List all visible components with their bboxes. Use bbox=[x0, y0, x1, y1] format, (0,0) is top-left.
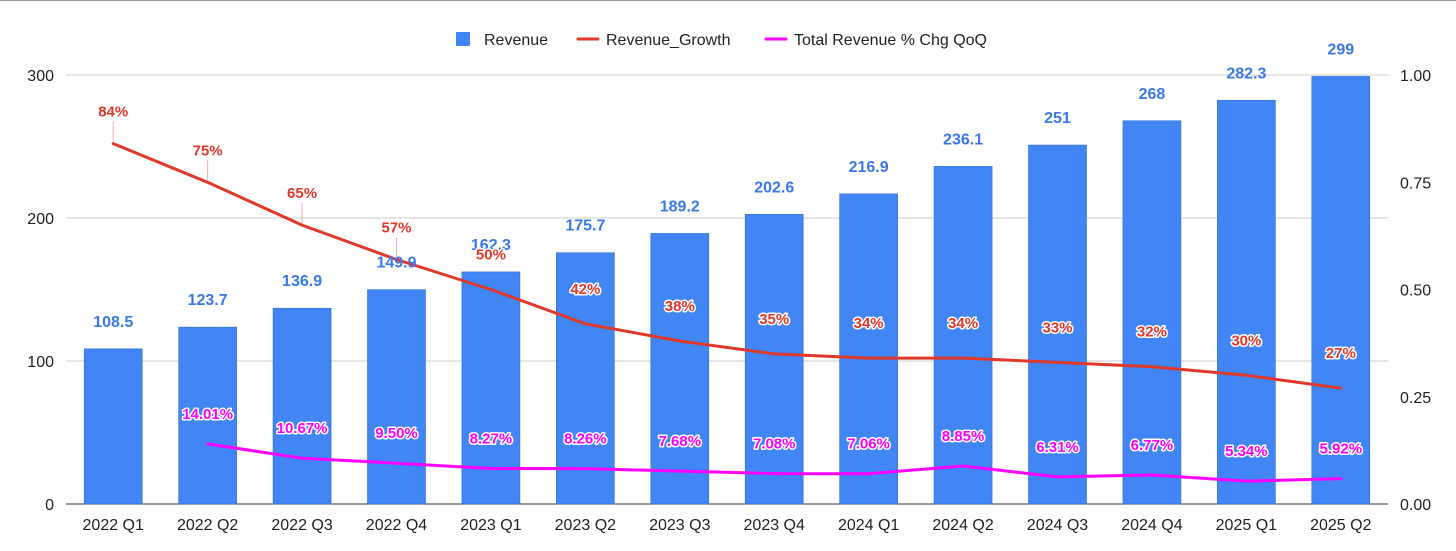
growth-data-label: 42% bbox=[570, 281, 600, 298]
revenue-data-label: 175.7 bbox=[565, 218, 605, 235]
qoq-data-label: 10.67% bbox=[277, 420, 328, 437]
growth-data-label: 30% bbox=[1231, 332, 1261, 349]
x-tick-label: 2024 Q4 bbox=[1121, 517, 1182, 534]
revenue-data-label: 251 bbox=[1044, 110, 1071, 127]
legend-label[interactable]: Revenue_Growth bbox=[606, 32, 731, 49]
x-tick-label: 2022 Q3 bbox=[271, 517, 332, 534]
revenue-data-label: 136.9 bbox=[282, 273, 322, 290]
revenue-data-label: 189.2 bbox=[660, 198, 700, 215]
revenue-bar[interactable] bbox=[83, 348, 143, 505]
qoq-data-label: 5.34% bbox=[1225, 443, 1268, 460]
x-tick-label: 2025 Q2 bbox=[1310, 517, 1371, 534]
revenue-data-label: 236.1 bbox=[943, 131, 983, 148]
qoq-data-label: 6.77% bbox=[1131, 437, 1174, 454]
growth-data-label: 34% bbox=[854, 315, 884, 332]
qoq-data-label: 7.06% bbox=[847, 436, 890, 453]
growth-data-label: 38% bbox=[665, 298, 695, 315]
revenue-bar[interactable] bbox=[1311, 76, 1371, 505]
revenue-bar[interactable] bbox=[1122, 120, 1182, 505]
revenue-data-label: 108.5 bbox=[93, 314, 133, 331]
growth-data-label: 50% bbox=[476, 247, 506, 264]
legend-swatch-revenue bbox=[456, 32, 470, 46]
growth-data-label: 57% bbox=[381, 219, 411, 236]
revenue-bar[interactable] bbox=[933, 166, 993, 505]
y-right-tick-label: 0.75 bbox=[1400, 175, 1431, 192]
growth-data-label: 75% bbox=[193, 142, 223, 159]
x-tick-label: 2023 Q2 bbox=[555, 517, 616, 534]
qoq-data-label: 7.68% bbox=[659, 433, 702, 450]
qoq-data-label: 9.50% bbox=[375, 425, 418, 442]
revenue-data-label: 162.3 bbox=[471, 237, 511, 254]
qoq-change-line bbox=[206, 442, 1343, 483]
qoq-data-label: 7.08% bbox=[753, 436, 796, 453]
growth-data-label: 32% bbox=[1137, 324, 1167, 341]
revenue-bar[interactable] bbox=[744, 213, 804, 505]
growth-data-label: 34% bbox=[948, 315, 978, 332]
qoq-data-label: 8.85% bbox=[942, 428, 985, 445]
y-right-tick-label: 0.25 bbox=[1400, 390, 1431, 407]
y-left-tick-label: 0 bbox=[45, 497, 54, 514]
qoq-data-label: 8.27% bbox=[470, 431, 513, 448]
revenue-bar[interactable] bbox=[556, 252, 615, 505]
x-tick-label: 2024 Q1 bbox=[838, 517, 899, 534]
x-tick-label: 2024 Q3 bbox=[1027, 517, 1088, 534]
y-right-tick-label: 0.50 bbox=[1400, 283, 1431, 300]
revenue-data-label: 282.3 bbox=[1226, 65, 1266, 82]
x-tick-label: 2023 Q4 bbox=[744, 517, 805, 534]
x-tick-label: 2023 Q3 bbox=[649, 517, 710, 534]
x-tick-label: 2022 Q4 bbox=[366, 517, 427, 534]
y-left-tick-label: 300 bbox=[27, 68, 54, 85]
x-tick-label: 2022 Q1 bbox=[83, 517, 144, 534]
legend-label[interactable]: Revenue bbox=[484, 32, 548, 49]
revenue-bar[interactable] bbox=[367, 289, 426, 505]
revenue-bar[interactable] bbox=[650, 233, 710, 505]
growth-data-label: 27% bbox=[1326, 345, 1356, 362]
x-tick-label: 2024 Q2 bbox=[932, 517, 993, 534]
legend-label[interactable]: Total Revenue % Chg QoQ bbox=[794, 32, 987, 49]
qoq-data-label: 5.92% bbox=[1320, 441, 1363, 458]
revenue-data-label: 202.6 bbox=[754, 179, 794, 196]
revenue-bar[interactable] bbox=[272, 307, 332, 505]
qoq-data-label: 8.26% bbox=[564, 431, 607, 448]
revenue-data-label: 299 bbox=[1327, 41, 1354, 58]
revenue-growth-line bbox=[111, 142, 1343, 390]
y-left-tick-label: 100 bbox=[27, 354, 54, 371]
revenue-bar[interactable] bbox=[1217, 100, 1276, 505]
revenue-bar[interactable] bbox=[461, 271, 521, 505]
y-right-tick-label: 1.00 bbox=[1400, 68, 1431, 85]
revenue-bar[interactable] bbox=[839, 193, 898, 505]
growth-data-label: 84% bbox=[98, 104, 128, 121]
x-tick-label: 2023 Q1 bbox=[460, 517, 521, 534]
growth-data-label: 35% bbox=[759, 311, 789, 328]
growth-data-label: 65% bbox=[287, 185, 317, 202]
revenue-bar[interactable] bbox=[1028, 144, 1087, 505]
y-left-tick-label: 200 bbox=[27, 211, 54, 228]
revenue-data-label: 123.7 bbox=[188, 292, 228, 309]
revenue-data-label: 149.9 bbox=[376, 255, 416, 272]
qoq-data-label: 14.01% bbox=[182, 406, 233, 423]
revenue-data-label: 268 bbox=[1139, 86, 1166, 103]
qoq-data-label: 6.31% bbox=[1036, 439, 1079, 456]
y-right-tick-label: 0.00 bbox=[1400, 497, 1431, 514]
revenue-data-label: 216.9 bbox=[849, 159, 889, 176]
growth-data-label: 33% bbox=[1042, 319, 1072, 336]
revenue-bar[interactable] bbox=[178, 326, 237, 505]
x-tick-label: 2022 Q2 bbox=[177, 517, 238, 534]
x-tick-label: 2025 Q1 bbox=[1216, 517, 1277, 534]
